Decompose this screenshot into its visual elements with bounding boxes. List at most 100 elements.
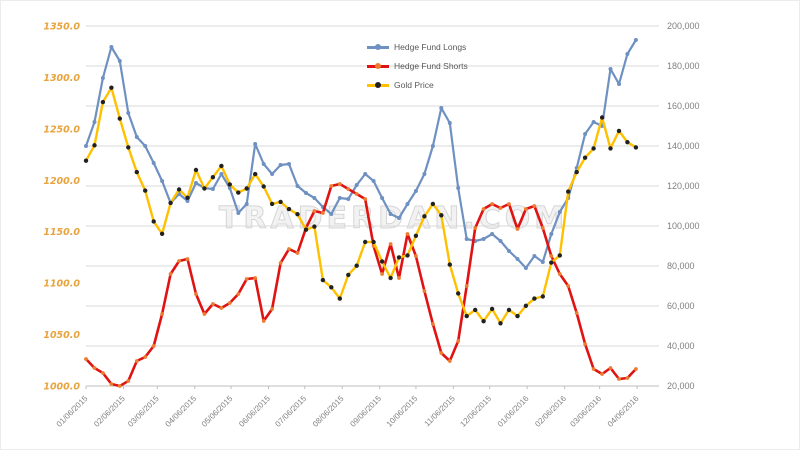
data-point-marker xyxy=(557,272,562,276)
data-point-marker xyxy=(549,254,554,258)
data-point-marker xyxy=(236,190,241,195)
right-axis-label: 100,000 xyxy=(667,221,700,231)
data-point-marker xyxy=(591,367,596,371)
data-point-marker xyxy=(202,312,207,316)
data-point-marker xyxy=(168,200,173,206)
data-point-marker xyxy=(388,242,393,246)
data-point-marker xyxy=(346,187,351,191)
data-point-marker xyxy=(253,142,258,146)
x-axis-label: 01/06/2016 xyxy=(496,394,531,429)
series-line-hedge-fund-shorts xyxy=(84,182,638,388)
data-point-marker xyxy=(363,239,368,245)
data-point-marker xyxy=(329,212,334,216)
data-point-marker xyxy=(270,172,275,176)
data-point-marker xyxy=(363,172,368,176)
right-axis-label: 40,000 xyxy=(667,341,695,351)
data-point-marker xyxy=(286,206,292,212)
data-point-marker xyxy=(194,292,198,296)
shorts-line-swatch-icon xyxy=(367,59,389,73)
right-axis-label: 180,000 xyxy=(667,61,700,71)
data-point-marker xyxy=(219,163,224,169)
data-point-marker xyxy=(227,182,232,187)
data-point-marker xyxy=(405,253,410,258)
data-point-marker xyxy=(540,260,545,264)
left-axis-label: 1250.0 xyxy=(43,124,80,135)
data-point-marker xyxy=(431,322,435,326)
data-point-marker xyxy=(244,277,249,281)
data-point-marker xyxy=(490,232,495,236)
right-axis-label: 120,000 xyxy=(667,181,700,191)
data-point-marker xyxy=(210,175,216,180)
data-point-marker xyxy=(194,181,198,185)
x-axis-label: 03/06/2015 xyxy=(126,394,161,429)
data-point-marker xyxy=(346,197,351,201)
data-point-marker xyxy=(540,226,545,230)
data-point-marker xyxy=(397,276,401,280)
series-line-hedge-fund-longs xyxy=(84,38,638,270)
data-point-marker xyxy=(507,249,511,253)
data-point-marker xyxy=(608,146,613,151)
data-point-marker xyxy=(524,207,528,211)
data-point-marker xyxy=(109,85,114,90)
data-point-marker xyxy=(295,212,300,217)
data-point-marker xyxy=(379,259,385,264)
data-point-marker xyxy=(506,307,512,313)
data-point-marker xyxy=(591,146,596,151)
data-point-marker xyxy=(405,202,410,206)
data-point-marker xyxy=(633,38,638,42)
data-point-marker xyxy=(549,232,554,236)
data-point-marker xyxy=(422,172,427,176)
data-point-marker xyxy=(396,255,402,260)
data-point-marker xyxy=(261,162,266,166)
data-point-marker xyxy=(354,263,359,268)
watermark: TRADERDAN.COM xyxy=(218,201,569,237)
data-point-marker xyxy=(329,184,334,188)
data-point-marker xyxy=(388,275,393,281)
data-point-marker xyxy=(219,306,224,310)
data-point-marker xyxy=(523,266,528,270)
data-point-marker xyxy=(101,371,105,375)
data-point-marker xyxy=(287,162,291,166)
data-point-marker xyxy=(371,179,376,183)
data-point-marker xyxy=(557,210,562,214)
longs-line-swatch-icon xyxy=(367,40,389,54)
data-point-marker xyxy=(211,302,215,306)
x-axis-label: 12/06/2015 xyxy=(458,394,493,429)
data-point-marker xyxy=(557,253,562,258)
data-point-marker xyxy=(363,197,368,201)
data-point-marker xyxy=(143,355,148,359)
data-point-marker xyxy=(151,344,156,348)
x-axis-label: 01/06/2015 xyxy=(55,394,90,429)
data-point-marker xyxy=(320,277,326,283)
data-point-marker xyxy=(566,189,571,194)
data-point-marker xyxy=(354,192,359,196)
data-point-marker xyxy=(447,262,452,267)
data-point-marker xyxy=(600,372,604,376)
data-point-marker xyxy=(456,186,461,190)
data-point-marker xyxy=(312,224,317,229)
data-point-marker xyxy=(532,254,537,258)
right-axis-label: 140,000 xyxy=(667,141,700,151)
data-point-marker xyxy=(464,237,469,241)
data-point-marker xyxy=(117,59,122,63)
data-point-marker xyxy=(202,186,207,191)
data-point-marker xyxy=(405,232,410,236)
data-point-marker xyxy=(92,366,97,370)
data-point-marker xyxy=(473,226,478,230)
data-point-marker xyxy=(507,202,511,206)
data-point-marker xyxy=(540,294,545,299)
data-point-marker xyxy=(83,158,89,163)
data-point-marker xyxy=(337,196,342,200)
data-point-marker xyxy=(481,319,486,324)
data-point-marker xyxy=(100,99,106,105)
data-point-marker xyxy=(532,296,537,301)
x-axis-label: 04/06/2015 xyxy=(164,394,199,429)
data-point-marker xyxy=(633,145,639,150)
data-point-marker xyxy=(582,155,588,160)
data-point-marker xyxy=(616,128,622,134)
data-point-marker xyxy=(515,257,520,261)
right-axis-label: 80,000 xyxy=(667,261,695,271)
data-point-marker xyxy=(456,339,461,343)
right-axis-label: 200,000 xyxy=(667,21,700,31)
data-point-marker xyxy=(422,214,427,219)
